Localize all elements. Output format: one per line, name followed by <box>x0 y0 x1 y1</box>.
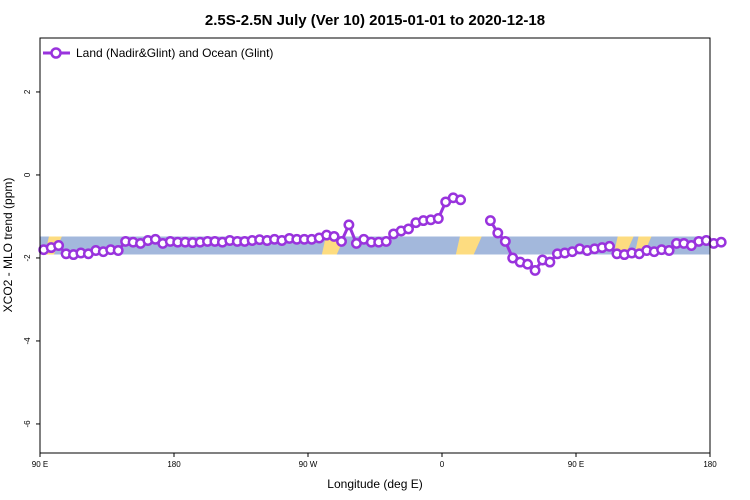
data-point <box>522 258 534 270</box>
legend-entry: Land (Nadir&Glint) and Ocean (Glint) <box>76 46 273 60</box>
data-point <box>715 236 727 248</box>
chart-title: 2.5S-2.5N July (Ver 10) 2015-01-01 to 20… <box>205 12 545 29</box>
data-point <box>432 213 444 224</box>
y-axis: 2 0 -2 -4 -6 <box>23 89 40 428</box>
data-point <box>336 235 347 247</box>
data-point <box>343 219 355 231</box>
data-point <box>484 215 496 227</box>
x-tick-label: 180 <box>703 460 717 469</box>
x-axis-label: Longitude (deg E) <box>327 477 422 491</box>
data-point <box>529 264 541 276</box>
y-tick-label: -2 <box>23 254 32 262</box>
x-axis: 90 E 180 90 W 0 90 E 180 <box>32 453 717 469</box>
data-point <box>492 227 504 239</box>
data-point <box>403 223 414 235</box>
legend-marker <box>50 47 62 59</box>
y-tick-label: -6 <box>23 420 32 428</box>
y-tick-label: 2 <box>23 89 32 94</box>
data-point <box>499 235 511 247</box>
plot-frame <box>39 37 711 454</box>
x-tick-label: 0 <box>440 460 445 469</box>
y-tick-label: 0 <box>23 172 32 177</box>
x-tick-label: 180 <box>167 460 181 469</box>
y-tick-label: -4 <box>23 337 32 345</box>
land-band-segment <box>455 236 482 255</box>
series-line <box>38 192 727 276</box>
data-point <box>604 240 615 252</box>
data-point <box>544 256 556 268</box>
data-point <box>663 245 675 256</box>
data-point <box>112 245 124 256</box>
y-axis-label: XCO2 - MLO trend (ppm) <box>1 178 15 313</box>
x-tick-label: 90 E <box>568 460 584 469</box>
data-point <box>53 240 65 251</box>
x-tick-label: 90 W <box>299 460 318 469</box>
x-tick-label: 90 E <box>32 460 48 469</box>
data-point <box>328 230 340 242</box>
data-point <box>380 235 392 247</box>
data-point <box>455 194 467 206</box>
legend: Land (Nadir&Glint) and Ocean (Glint) <box>43 46 273 60</box>
